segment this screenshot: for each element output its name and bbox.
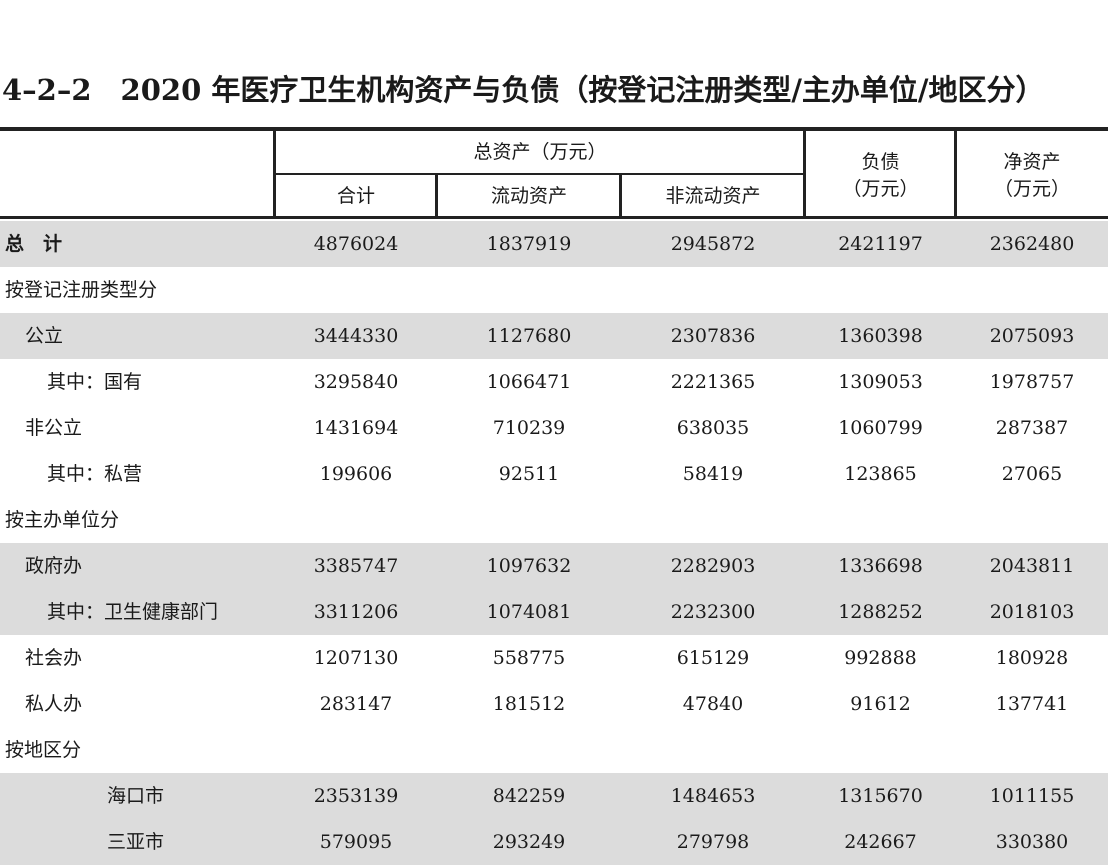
cell-net-assets: 1978757 (989, 371, 1075, 393)
table-row: 按登记注册类型分 (0, 267, 1108, 313)
cell-net-assets: 27065 (1001, 463, 1063, 485)
cell-current-assets: 293249 (492, 831, 566, 853)
cell-liabilities: 1288252 (838, 601, 923, 623)
cell-subtotal: 2353139 (313, 785, 399, 807)
header-liabilities: 负债 (861, 151, 900, 173)
cell-current-assets: 92511 (498, 463, 560, 485)
table-row: 公立 3444330 1127680 2307836 1360398 2075093 (0, 313, 1108, 359)
cell-subtotal: 1207130 (313, 647, 399, 669)
row-label-social: 社会办 (25, 647, 83, 669)
cell-subtotal: 579095 (319, 831, 393, 853)
cell-net-assets: 287387 (995, 417, 1069, 439)
cell-net-assets: 330380 (995, 831, 1069, 853)
cell-liabilities: 1309053 (838, 371, 923, 393)
cell-non-current-assets: 1484653 (670, 785, 756, 807)
cell-subtotal: 199606 (319, 463, 393, 485)
table-row: 私人办 283147 181512 47840 91612 137741 (0, 681, 1108, 727)
row-label-government: 政府办 (25, 555, 83, 577)
cell-subtotal: 4876024 (313, 233, 399, 255)
row-label-haikou: 海口市 (107, 785, 165, 807)
cell-liabilities: 91612 (850, 693, 911, 715)
cell-liabilities: 2421197 (838, 233, 923, 255)
row-label-non-public: 非公立 (25, 417, 83, 439)
cell-subtotal: 283147 (319, 693, 393, 715)
cell-non-current-assets: 2282903 (670, 555, 756, 577)
header-net-assets: 净资产 (1003, 151, 1061, 173)
cell-subtotal: 3311206 (313, 601, 399, 623)
cell-non-current-assets: 58419 (682, 463, 744, 485)
cell-non-current-assets: 47840 (682, 693, 744, 715)
header-current-assets: 流动资产 (490, 185, 567, 207)
table-row: 非公立 1431694 710239 638035 1060799 287387 (0, 405, 1108, 451)
cell-subtotal: 3295840 (313, 371, 399, 393)
cell-liabilities: 1336698 (838, 555, 923, 577)
cell-liabilities: 1060799 (838, 417, 923, 439)
row-label-private-owned: 其中：私营 (47, 463, 143, 485)
cell-liabilities: 123865 (844, 463, 917, 485)
header-divider (619, 174, 622, 216)
row-label-sanya: 三亚市 (107, 831, 165, 853)
table-row: 政府办 3385747 1097632 2282903 1336698 2043811 (0, 543, 1108, 589)
cell-non-current-assets: 615129 (676, 647, 750, 669)
header-divider (273, 131, 276, 216)
cell-current-assets: 1066471 (486, 371, 572, 393)
cell-net-assets: 2075093 (989, 325, 1075, 347)
cell-net-assets: 2043811 (989, 555, 1075, 577)
table-row: 按地区分 (0, 727, 1108, 773)
cell-non-current-assets: 2221365 (670, 371, 756, 393)
cell-non-current-assets: 2945872 (670, 233, 756, 255)
table-row: 社会办 1207130 558775 615129 992888 180928 (0, 635, 1108, 681)
header-subtotal: 合计 (336, 185, 375, 207)
cell-net-assets: 137741 (995, 693, 1069, 715)
cell-non-current-assets: 638035 (676, 417, 750, 439)
header-subdivider (275, 173, 805, 175)
row-label-by-region: 按地区分 (5, 739, 82, 761)
row-label-total: 总 计 (5, 233, 63, 255)
header-non-current-assets: 非流动资产 (665, 185, 761, 207)
cell-liabilities: 992888 (844, 647, 917, 669)
row-label-individual: 私人办 (25, 693, 83, 715)
cell-subtotal: 3444330 (313, 325, 399, 347)
row-label-health-department: 其中：卫生健康部门 (47, 601, 219, 623)
cell-current-assets: 842259 (492, 785, 566, 807)
row-label-by-registration: 按登记注册类型分 (5, 279, 158, 301)
cell-non-current-assets: 2232300 (670, 601, 756, 623)
cell-non-current-assets: 2307836 (670, 325, 756, 347)
table-row: 总 计 4876024 1837919 2945872 2421197 2362480 (0, 221, 1108, 267)
row-label-state-owned: 其中：国有 (47, 371, 143, 393)
cell-current-assets: 558775 (492, 647, 566, 669)
table-header: 总资产（万元） 合计 流动资产 非流动资产 负债 （万元） 净资产 （万元） (0, 127, 1108, 219)
header-net-assets-unit: （万元） (993, 178, 1070, 200)
table-row: 海口市 2353139 842259 1484653 1315670 1011155 (0, 773, 1108, 819)
cell-current-assets: 1074081 (486, 601, 572, 623)
cell-net-assets: 180928 (995, 647, 1069, 669)
cell-liabilities: 242667 (844, 831, 917, 853)
cell-current-assets: 710239 (492, 417, 566, 439)
cell-net-assets: 2018103 (989, 601, 1075, 623)
table-row: 其中：卫生健康部门 3311206 1074081 2232300 1288252 201… (0, 589, 1108, 635)
table-row: 其中：私营 199606 92511 58419 123865 27065 (0, 451, 1108, 497)
row-label-by-sponsor: 按主办单位分 (5, 509, 120, 531)
cell-net-assets: 2362480 (989, 233, 1075, 255)
table-row: 其中：国有 3295840 1066471 2221365 1309053 1978757 (0, 359, 1108, 405)
cell-current-assets: 1127680 (486, 325, 572, 347)
cell-non-current-assets: 279798 (676, 831, 750, 853)
table-row: 按主办单位分 (0, 497, 1108, 543)
page-title: 4–2–2 2020 年医疗卫生机构资产与负债（按登记注册类型/主办单位/地区分… (2, 73, 1045, 107)
header-total-assets: 总资产（万元） (473, 141, 607, 163)
header-divider (954, 131, 957, 216)
cell-current-assets: 1097632 (486, 555, 572, 577)
cell-subtotal: 3385747 (313, 555, 399, 577)
cell-current-assets: 181512 (492, 693, 566, 715)
cell-net-assets: 1011155 (989, 785, 1075, 807)
cell-current-assets: 1837919 (486, 233, 572, 255)
header-liabilities-unit: （万元） (842, 178, 919, 200)
row-label-public: 公立 (25, 325, 64, 347)
table-row: 三亚市 579095 293249 279798 242667 330380 (0, 819, 1108, 865)
header-divider (435, 174, 438, 216)
cell-liabilities: 1360398 (838, 325, 923, 347)
cell-subtotal: 1431694 (313, 417, 399, 439)
cell-liabilities: 1315670 (838, 785, 923, 807)
